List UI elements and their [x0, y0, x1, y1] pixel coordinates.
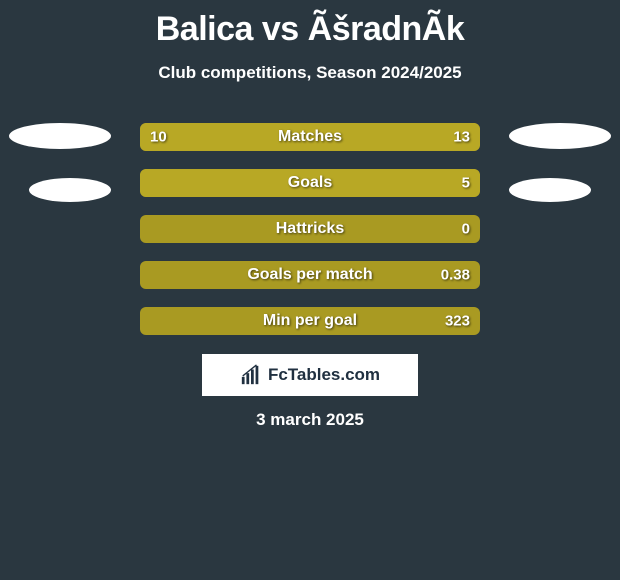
stat-label: Min per goal	[140, 312, 480, 330]
player-right-avatar-2	[509, 178, 591, 202]
stat-row-goals: Goals 5	[140, 169, 480, 197]
stat-fill-left	[140, 169, 300, 197]
stat-row-matches: 10 Matches 13	[140, 123, 480, 151]
player-left-avatar-1	[9, 123, 111, 149]
player-right-avatar-1	[509, 123, 611, 149]
stat-fill-right	[276, 123, 480, 151]
stat-fill-left	[140, 123, 276, 151]
page-title: Balica vs ÃšradnÃ­k	[0, 0, 620, 49]
stat-value-right: 0	[462, 221, 470, 238]
stat-label: Hattricks	[140, 220, 480, 238]
stat-row-min-per-goal: Min per goal 323	[140, 307, 480, 335]
date-line: 3 march 2025	[0, 410, 620, 430]
player-left-avatar-2	[29, 178, 111, 202]
bar-chart-icon	[240, 364, 262, 386]
stats-panel: 10 Matches 13 Goals 5 Hattricks 0 Goals …	[140, 123, 480, 353]
subtitle: Club competitions, Season 2024/2025	[0, 63, 620, 83]
brand-box[interactable]: FcTables.com	[202, 354, 418, 396]
stat-fill-right	[300, 169, 480, 197]
stat-value-right: 0.38	[441, 267, 470, 284]
stat-label: Goals per match	[140, 266, 480, 284]
stat-row-goals-per-match: Goals per match 0.38	[140, 261, 480, 289]
stat-value-right: 323	[445, 313, 470, 330]
brand-text: FcTables.com	[268, 365, 380, 385]
stat-row-hattricks: Hattricks 0	[140, 215, 480, 243]
